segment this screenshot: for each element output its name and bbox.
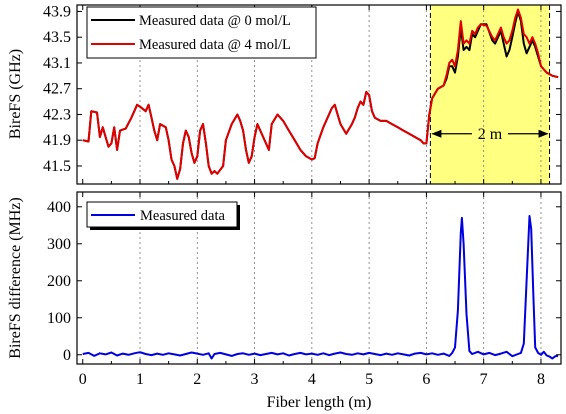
top-ticks: 41.5 41.9 42.3 42.7 43.1 43.5 43.9 bbox=[43, 3, 561, 184]
bottom-ticks: 0 1 2 3 4 5 6 7 8 0 100 200 300 400 bbox=[47, 192, 561, 388]
bottom-series-line-0 bbox=[82, 215, 559, 360]
annotation-arrowhead-left bbox=[431, 129, 442, 138]
top-y-tick-label: 41.9 bbox=[43, 132, 71, 149]
top-series-line-1 bbox=[82, 8, 559, 180]
x-tick-label: 5 bbox=[365, 371, 373, 388]
bottom-y-tick-label: 200 bbox=[47, 273, 71, 290]
top-y-axis-label: BireFS (GHz) bbox=[7, 49, 24, 139]
top-y-tick-label: 43.9 bbox=[43, 3, 71, 20]
legend-label-4mol: Measured data @ 4 mol/L bbox=[139, 37, 291, 53]
bottom-series-group bbox=[82, 215, 559, 360]
x-axis-label: Fiber length (m) bbox=[267, 394, 372, 411]
x-tick-label: 2 bbox=[193, 371, 201, 388]
legend-label-measured: Measured data bbox=[140, 208, 226, 224]
annotation-label: 2 m bbox=[478, 126, 503, 143]
x-tick-label: 8 bbox=[537, 371, 545, 388]
top-y-tick-label: 43.1 bbox=[43, 55, 71, 72]
difference-panel: 0 1 2 3 4 5 6 7 8 0 100 200 300 400 Measured data Bir… bbox=[7, 191, 562, 411]
top-legend-box bbox=[86, 6, 317, 59]
bottom-y-axis-label: BireFS difference (MHz) bbox=[7, 197, 24, 358]
highlight-annotation: 2 m bbox=[431, 126, 549, 143]
top-y-tick-label: 41.5 bbox=[43, 158, 71, 175]
bottom-legend: Measured data bbox=[86, 201, 240, 230]
x-tick-label: 4 bbox=[308, 371, 316, 388]
bottom-legend-shadow-base bbox=[90, 227, 240, 230]
top-y-tick-label: 42.7 bbox=[43, 81, 71, 98]
bottom-y-tick-label: 400 bbox=[47, 199, 71, 216]
top-legend: Measured data @ 0 mol/L Measured data @ … bbox=[86, 6, 317, 59]
bottom-y-tick-label: 300 bbox=[47, 236, 71, 253]
x-tick-label: 0 bbox=[79, 371, 87, 388]
top-y-tick-label: 43.5 bbox=[43, 29, 71, 46]
top-plot-frame bbox=[76, 4, 562, 185]
top-grid bbox=[139, 5, 551, 184]
x-tick-label: 7 bbox=[480, 371, 488, 388]
top-series-group bbox=[82, 8, 559, 180]
bottom-grid bbox=[139, 192, 542, 364]
bottom-legend-shadow bbox=[237, 205, 240, 230]
x-tick-label: 1 bbox=[136, 371, 144, 388]
x-tick-label: 3 bbox=[251, 371, 259, 388]
legend-label-0mol: Measured data @ 0 mol/L bbox=[139, 13, 291, 29]
top-y-tick-label: 42.3 bbox=[43, 106, 71, 123]
birefs-panel: 41.5 41.9 42.3 42.7 43.1 43.5 43.9 2 m Measure… bbox=[7, 3, 562, 185]
annotation-arrowhead-right bbox=[538, 129, 549, 138]
bottom-y-tick-label: 100 bbox=[47, 310, 71, 327]
x-tick-label: 6 bbox=[422, 371, 430, 388]
bottom-y-tick-label: 0 bbox=[63, 347, 71, 364]
bottom-plot-frame bbox=[76, 191, 562, 365]
